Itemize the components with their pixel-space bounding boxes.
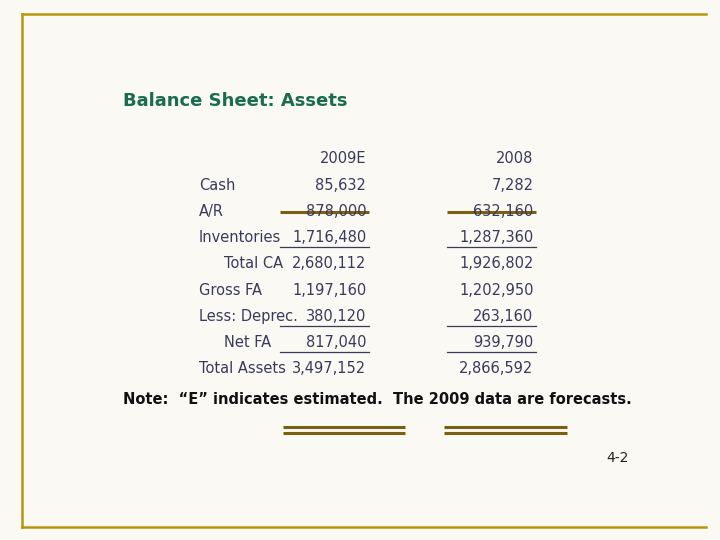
Text: 85,632: 85,632 — [315, 178, 366, 193]
Text: 2,866,592: 2,866,592 — [459, 361, 534, 376]
Text: 1,197,160: 1,197,160 — [292, 282, 366, 298]
Text: 263,160: 263,160 — [473, 309, 534, 324]
Text: Total Assets: Total Assets — [199, 361, 286, 376]
Text: A/R: A/R — [199, 204, 224, 219]
Text: Note:  “E” indicates estimated.  The 2009 data are forecasts.: Note: “E” indicates estimated. The 2009 … — [124, 392, 632, 407]
Text: Cash: Cash — [199, 178, 235, 193]
Text: 817,040: 817,040 — [306, 335, 366, 350]
Text: 1,716,480: 1,716,480 — [292, 230, 366, 245]
Text: Total CA: Total CA — [224, 256, 283, 272]
Text: 380,120: 380,120 — [306, 309, 366, 324]
Text: Net FA: Net FA — [224, 335, 271, 350]
Text: 7,282: 7,282 — [492, 178, 534, 193]
Text: 632,160: 632,160 — [473, 204, 534, 219]
Text: 1,202,950: 1,202,950 — [459, 282, 534, 298]
Text: Inventories: Inventories — [199, 230, 281, 245]
Text: 2009E: 2009E — [320, 151, 366, 166]
Text: 939,790: 939,790 — [473, 335, 534, 350]
Text: 2008: 2008 — [496, 151, 534, 166]
Text: 4-2: 4-2 — [606, 451, 629, 465]
Text: 878,000: 878,000 — [305, 204, 366, 219]
Text: 3,497,152: 3,497,152 — [292, 361, 366, 376]
Text: 2,680,112: 2,680,112 — [292, 256, 366, 272]
Text: 1,287,360: 1,287,360 — [459, 230, 534, 245]
Text: Gross FA: Gross FA — [199, 282, 262, 298]
Text: Balance Sheet: Assets: Balance Sheet: Assets — [124, 92, 348, 110]
Text: Less: Deprec.: Less: Deprec. — [199, 309, 297, 324]
Text: 1,926,802: 1,926,802 — [459, 256, 534, 272]
